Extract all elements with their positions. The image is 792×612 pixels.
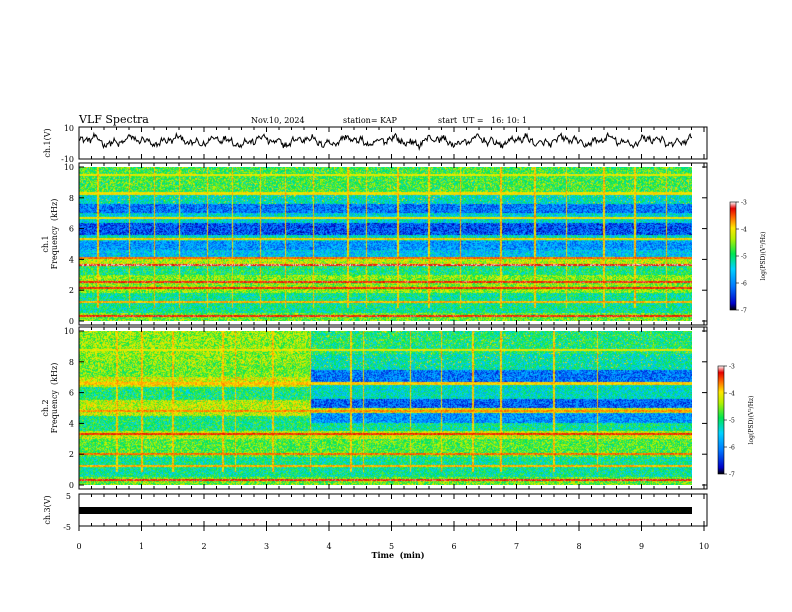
ch2-colorbar-label: log(PSD)(V²/Hz) [748,396,755,445]
station-label: station= KAP [343,116,398,125]
ch1-freq-ytick-label: 4 [69,255,74,264]
ch2-spectrogram-image [79,331,692,485]
ch2-freq-ytick-label: 2 [69,450,74,459]
ch1-freq-ylabel-2: Frequency (kHz) [50,199,59,270]
start-time-label: start UT = 16: 10: 1 [438,116,527,125]
time-tick-label: 4 [326,542,331,551]
figure-title: VLF Spectra [78,113,149,126]
ch1-freq-ytick-label: 6 [69,225,74,234]
ch1-colorbar-tick-label: -3 [741,200,747,207]
ch2-freq-ylabel-2: Frequency (kHz) [50,363,59,434]
ch2-colorbar-tick-label: -7 [729,472,735,479]
ch1-freq-ytick-label: 2 [69,286,74,295]
ch2-freq-ytick-label: 0 [69,481,74,490]
ch2-freq-ytick-label: 8 [69,358,74,367]
ch1-ylabel: ch.1(V) [43,128,52,157]
ch1-colorbar-tick-label: -7 [741,308,747,315]
time-tick-label: 6 [451,542,456,551]
ch1-freq-ylabel-1: ch.1 [41,235,50,252]
ch3-panel: 5 -5 ch.3(V) [43,492,708,532]
ch1-colorbar-tick-label: -5 [741,254,747,261]
ch1-colorbar-label: log(PSD)(V²/Hz) [760,232,767,281]
ch3-ytick-top: 5 [66,492,71,501]
time-tick-label: 2 [201,542,206,551]
ch1-colorbar: -3 -4 -5 -6 -7 log(PSD)(V²/Hz) [729,200,767,315]
time-tick-label: 1 [139,542,144,551]
ch1-freq-ytick-label: 10 [64,163,74,172]
ch2-freq-ytick-label: 4 [69,419,74,428]
time-tick-label: 3 [264,542,269,551]
ch1-ytick-top: 10 [64,124,74,133]
ch1-waveform-panel: 10 -10 ch.1(V) [43,124,708,164]
ch1-waveform-line [79,131,692,151]
ch1-colorbar-tick-label: -6 [741,281,747,288]
ch3-ytick-bottom: -5 [63,523,71,532]
ch2-colorbar-tick-label: -3 [729,364,735,371]
ch1-freq-ticks: 0 2 4 6 8 10 [64,163,707,326]
ch2-freq-ylabel-1: ch.2 [41,399,50,416]
ch2-freq-ytick-label: 10 [64,327,74,336]
time-tick-label: 10 [699,542,709,551]
time-tick-label: 9 [639,542,644,551]
time-tick-label: 0 [76,542,81,551]
ch2-freq-ytick-label: 6 [69,389,74,398]
ch1-freq-ytick-label: 8 [69,194,74,203]
ch1-colorbar-tick-label: -4 [741,227,747,234]
time-tick-label: 7 [514,542,519,551]
ch1-spectrogram-image [79,167,692,321]
time-axis-label: Time (min) [371,550,424,560]
ch1-freq-ytick-label: 0 [69,317,74,326]
time-tick-label: 5 [389,542,394,551]
ch2-colorbar-tick-label: -6 [729,445,735,452]
ch2-colorbar: -3 -4 -5 -6 -7 log(PSD)(V²/Hz) [717,364,755,479]
time-tick-label: 8 [576,542,581,551]
date-label: Nov.10, 2024 [251,116,305,125]
ch2-colorbar-tick-label: -4 [729,391,735,398]
ch3-trace [79,507,692,514]
time-axis: 0 1 2 3 4 5 6 7 8 9 10 [76,127,709,551]
ch2-freq-ticks: 0 2 4 6 8 10 [64,327,707,490]
ch1-ytick-bottom: -10 [61,155,74,164]
ch2-spectrogram-panel: 0 2 4 6 8 10 ch.2 Frequency (kHz) [41,326,708,490]
ch3-ylabel: ch.3(V) [43,495,52,524]
ch1-spectrogram-panel: 0 2 4 6 8 10 ch.1 Frequency (kHz) [41,162,708,326]
ch2-colorbar-tick-label: -5 [729,418,735,425]
